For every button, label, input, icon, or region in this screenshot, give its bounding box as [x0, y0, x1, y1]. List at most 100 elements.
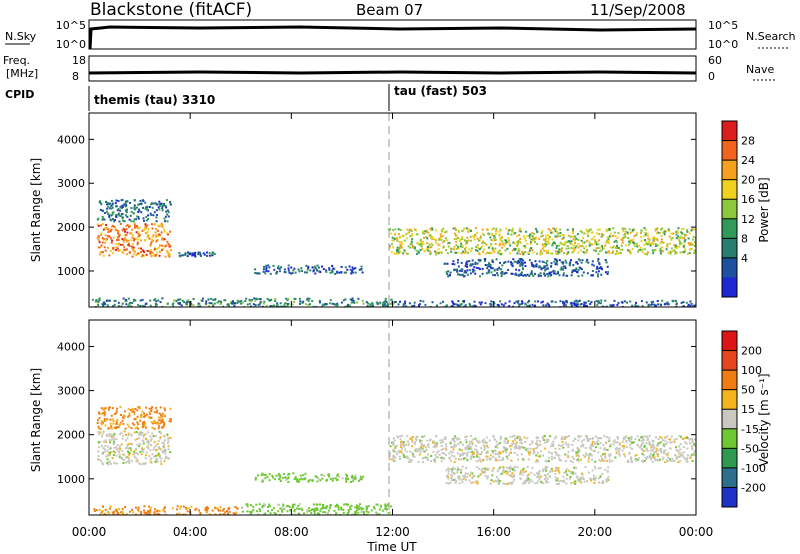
echo-cell — [651, 460, 654, 463]
echo-cell — [547, 439, 550, 442]
echo-cell — [524, 446, 527, 449]
echo-cell — [133, 222, 136, 225]
echo-cell — [533, 451, 536, 454]
echo-cell — [114, 299, 117, 302]
echo-cell — [312, 305, 315, 307]
echo-cell — [157, 206, 160, 209]
echo-cell — [527, 451, 530, 454]
echo-cell — [573, 249, 576, 252]
echo-cell — [653, 446, 656, 449]
echo-cell — [686, 447, 689, 450]
echo-cell — [439, 235, 442, 238]
echo-cell — [180, 505, 183, 508]
echo-cell — [460, 469, 463, 471]
echo-cell — [687, 303, 690, 306]
echo-cell — [553, 241, 555, 244]
echo-cell — [509, 252, 512, 255]
echo-cell — [367, 505, 370, 508]
echo-cell — [468, 447, 471, 450]
echo-cell — [554, 258, 557, 261]
echo-cell — [109, 230, 112, 233]
echo-cell — [457, 229, 460, 232]
echo-cell — [644, 239, 646, 242]
echo-cell — [132, 246, 135, 249]
nave-tick-bottom: 0 — [708, 70, 715, 83]
echo-cell — [590, 478, 593, 480]
echo-cell — [405, 233, 408, 236]
echo-cell — [474, 272, 477, 275]
echo-cell — [657, 303, 660, 306]
echo-cell — [537, 444, 540, 447]
echo-cell — [158, 430, 161, 433]
echo-cell — [544, 479, 547, 482]
echo-cell — [405, 450, 408, 453]
echo-cell — [359, 475, 362, 478]
echo-cell — [112, 436, 115, 439]
echo-cell — [335, 304, 338, 307]
echo-cell — [542, 304, 545, 307]
echo-cell — [595, 241, 598, 244]
echo-cell — [384, 505, 387, 508]
echo-cell — [125, 239, 128, 242]
echo-cell — [499, 473, 502, 476]
echo-cell — [319, 479, 322, 482]
echo-cell — [643, 235, 646, 238]
echo-cell — [143, 505, 146, 508]
velocity-colorbar-label: Velocity [m s⁻¹] — [757, 373, 771, 466]
echo-cell — [632, 238, 635, 241]
echo-cell — [163, 510, 166, 513]
echo-cell — [574, 239, 577, 242]
echo-cell — [286, 505, 289, 508]
echo-cell — [536, 446, 539, 449]
echo-cell — [515, 444, 517, 447]
echo-cell — [466, 269, 469, 272]
echo-cell — [579, 476, 582, 479]
echo-cell — [325, 269, 328, 272]
echo-cell — [167, 243, 170, 246]
echo-cell — [258, 510, 261, 513]
echo-cell — [412, 455, 414, 458]
echo-cell — [144, 201, 147, 204]
echo-cell — [289, 509, 292, 512]
echo-cell — [474, 234, 477, 237]
echo-cell — [555, 227, 558, 230]
echo-cell — [108, 229, 111, 232]
echo-cell — [98, 433, 101, 436]
echo-cell — [351, 266, 354, 269]
echo-cell — [157, 233, 160, 236]
echo-cell — [569, 302, 572, 305]
echo-cell — [650, 242, 653, 244]
echo-cell — [345, 503, 348, 506]
echo-cell — [406, 237, 409, 240]
echo-cell — [103, 413, 106, 416]
echo-cell — [679, 460, 682, 462]
echo-cell — [272, 264, 275, 267]
echo-cell — [110, 433, 113, 436]
echo-cell — [640, 445, 642, 448]
echo-cell — [98, 417, 101, 420]
echo-cell — [153, 299, 156, 302]
echo-cell — [458, 482, 461, 485]
echo-cell — [450, 468, 453, 471]
echo-cell — [304, 303, 307, 306]
echo-cell — [133, 250, 136, 253]
echo-cell — [613, 231, 616, 234]
echo-cell — [622, 230, 625, 233]
echo-cell — [685, 458, 688, 461]
echo-cell — [160, 463, 163, 465]
echo-cell — [578, 300, 581, 302]
echo-cell — [527, 450, 530, 453]
echo-cell — [418, 243, 421, 246]
echo-cell — [157, 513, 160, 515]
echo-cell — [484, 474, 487, 477]
echo-cell — [516, 453, 519, 456]
echo-cell — [284, 476, 287, 479]
echo-cell — [494, 457, 497, 460]
echo-cell — [324, 511, 326, 514]
echo-cell — [476, 439, 478, 442]
echo-cell — [635, 242, 638, 245]
echo-cell — [305, 271, 308, 274]
echo-cell — [679, 448, 682, 451]
echo-cell — [464, 270, 467, 273]
echo-cell — [566, 241, 569, 244]
